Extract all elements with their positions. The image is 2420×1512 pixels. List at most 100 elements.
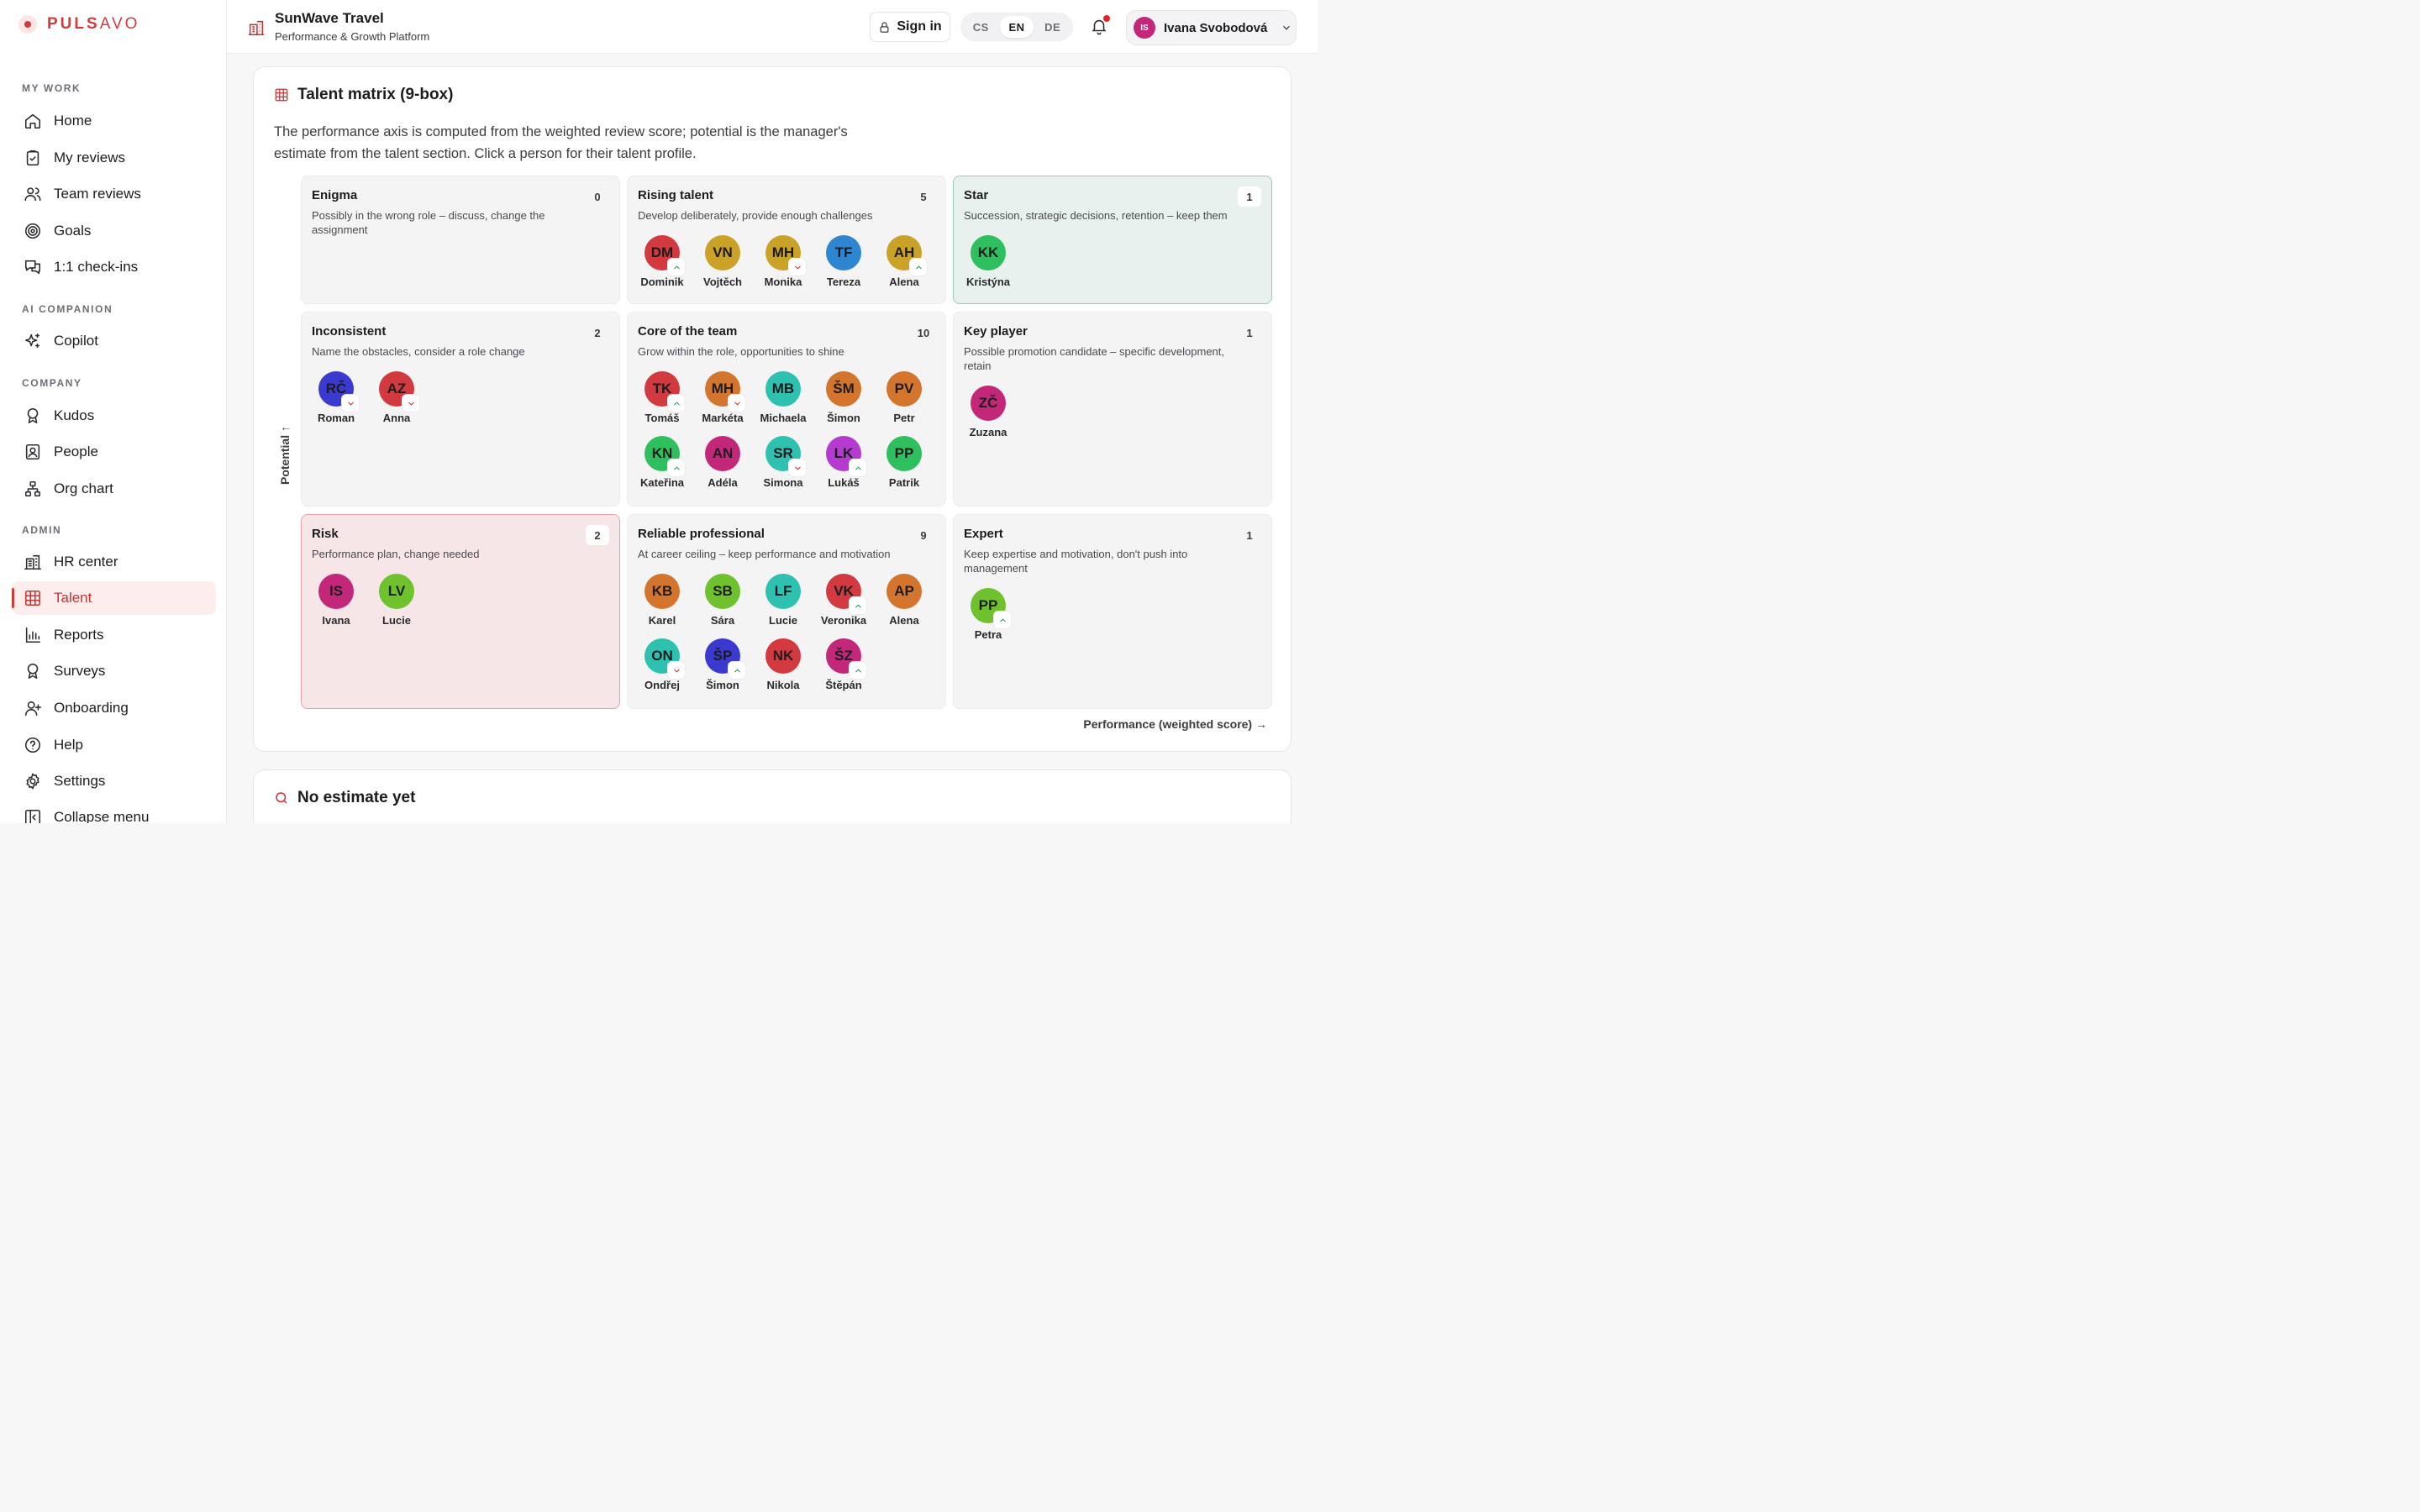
sidebar-item-surveys[interactable]: Surveys — [12, 654, 216, 688]
sidebar-item-my-reviews[interactable]: My reviews — [12, 141, 216, 175]
sidebar-item-home[interactable]: Home — [12, 104, 216, 138]
trend-up-icon — [668, 395, 685, 412]
matrix-cell-key-player[interactable]: Key player Possible promotion candidate … — [953, 312, 1272, 507]
trend-down-icon — [789, 259, 806, 276]
sidebar-item-reports[interactable]: Reports — [12, 618, 216, 652]
card-title: Talent matrix (9-box) — [274, 86, 453, 104]
matrix-cell-risk[interactable]: Risk Performance plan, change needed 2 I… — [301, 514, 620, 709]
trend-up-icon — [994, 612, 1011, 628]
avatar: MB — [765, 371, 801, 407]
person-chip[interactable]: LF Lucie — [753, 574, 813, 627]
logo[interactable]: PULSAVO — [18, 15, 139, 34]
sidebar-item-collapse[interactable]: Collapse menu — [12, 801, 216, 823]
sidebar-item-help[interactable]: Help — [12, 728, 216, 762]
avatar: LV — [379, 574, 414, 609]
sidebar-item-settings[interactable]: Settings — [12, 764, 216, 798]
avatar: SR — [765, 436, 806, 476]
sidebar-item-team-reviews[interactable]: Team reviews — [12, 177, 216, 211]
sidebar-item-checkins[interactable]: 1:1 check-ins — [12, 250, 216, 284]
person-chip[interactable]: ŠZ Štěpán — [813, 638, 874, 691]
no-estimate-title: No estimate yet — [297, 789, 416, 806]
matrix-cell-expert[interactable]: Expert Keep expertise and motivation, do… — [953, 514, 1272, 709]
matrix-cell-inconsistent[interactable]: Inconsistent Name the obstacles, conside… — [301, 312, 620, 507]
sidebar-item-copilot[interactable]: Copilot — [12, 324, 216, 358]
person-chip[interactable]: RČ Roman — [306, 371, 366, 424]
cell-count: 5 — [920, 190, 927, 203]
matrix-cell-enigma[interactable]: Enigma Possibly in the wrong role – disc… — [301, 176, 620, 304]
person-name: Veronika — [820, 614, 867, 627]
person-chip[interactable]: ON Ondřej — [632, 638, 692, 691]
person-chip[interactable]: ZČ Zuzana — [958, 386, 1018, 438]
person-chip[interactable]: KK Kristýna — [958, 235, 1018, 288]
person-chip[interactable]: KN Kateřina — [632, 436, 692, 489]
person-chip[interactable]: AN Adéla — [692, 436, 753, 489]
matrix-cell-core-of-team[interactable]: Core of the team Grow within the role, o… — [627, 312, 946, 507]
cell-count: 9 — [920, 528, 927, 542]
sidebar-item-people[interactable]: People — [12, 435, 216, 469]
sidebar-item-org-chart[interactable]: Org chart — [12, 472, 216, 506]
user-name: Ivana Svobodová — [1164, 20, 1268, 35]
person-chip[interactable]: VN Vojtěch — [692, 235, 753, 288]
user-menu-button[interactable]: IS Ivana Svobodová — [1126, 10, 1297, 45]
cell-title: Expert — [964, 527, 1003, 541]
person-chip[interactable]: AH Alena — [874, 235, 934, 288]
person-chip[interactable]: VK Veronika — [813, 574, 874, 627]
person-name: Simona — [763, 476, 803, 489]
person-name: Nikola — [766, 679, 800, 691]
sidebar-item-label: Org chart — [54, 480, 113, 496]
person-name: Kateřina — [639, 476, 685, 489]
person-chip[interactable]: SB Sára — [692, 574, 753, 627]
cell-title: Rising talent — [638, 188, 714, 202]
person-name: Šimon — [827, 412, 860, 424]
sidebar-item-kudos[interactable]: Kudos — [12, 399, 216, 433]
person-chip[interactable]: PP Patrik — [874, 436, 934, 489]
sidebar-item-label: Kudos — [54, 407, 95, 423]
person-name: Adéla — [708, 476, 738, 489]
sidebar-item-talent[interactable]: Talent — [12, 581, 216, 615]
app-page: PULSAVO MY WORK Home My reviews Team rev… — [0, 0, 1318, 823]
people-grid: TK Tomáš MH Markéta MB Michaela ŠM Šimon PV Petr K… — [632, 371, 934, 489]
language-option-cs[interactable]: CS — [972, 20, 989, 34]
matrix-cell-star[interactable]: Star Succession, strategic decisions, re… — [953, 176, 1272, 304]
sidebar-item-hr-center[interactable]: HR center — [12, 545, 216, 579]
avatar: DM — [644, 235, 685, 276]
person-chip[interactable]: TK Tomáš — [632, 371, 692, 424]
nav-section-company: COMPANY — [22, 377, 82, 389]
matrix-cell-rising-talent[interactable]: Rising talent Develop deliberately, prov… — [627, 176, 946, 304]
person-chip[interactable]: MH Monika — [753, 235, 813, 288]
person-chip[interactable]: NK Nikola — [753, 638, 813, 691]
person-chip[interactable]: PP Petra — [958, 588, 1018, 641]
person-chip[interactable]: IS Ivana — [306, 574, 366, 627]
sign-in-button[interactable]: Sign in — [870, 12, 950, 42]
person-chip[interactable]: MH Markéta — [692, 371, 753, 424]
person-chip[interactable]: LK Lukáš — [813, 436, 874, 489]
person-chip[interactable]: ŠP Šimon — [692, 638, 753, 691]
language-switcher: CS EN DE — [960, 13, 1073, 41]
cell-title: Core of the team — [638, 324, 738, 339]
person-chip[interactable]: PV Petr — [874, 371, 934, 424]
trend-up-icon — [910, 259, 927, 276]
sparkles-icon — [24, 333, 40, 349]
avatar: MH — [765, 235, 806, 276]
sidebar-item-onboarding[interactable]: Onboarding — [12, 691, 216, 725]
sidebar-item-goals[interactable]: Goals — [12, 214, 216, 248]
person-chip[interactable]: DM Dominik — [632, 235, 692, 288]
language-option-en[interactable]: EN — [999, 16, 1034, 38]
nav-section-ai: AI COMPANION — [22, 303, 113, 315]
people-grid: KB Karel SB Sára LF Lucie VK Veronika AP Alena ON O… — [632, 574, 934, 691]
notifications-bell-icon[interactable] — [1090, 17, 1108, 35]
person-chip[interactable]: AP Alena — [874, 574, 934, 627]
avatar: TF — [826, 235, 861, 270]
language-option-de[interactable]: DE — [1044, 20, 1061, 34]
person-chip[interactable]: ŠM Šimon — [813, 371, 874, 424]
person-chip[interactable]: LV Lucie — [366, 574, 427, 627]
person-chip[interactable]: TF Tereza — [813, 235, 874, 288]
person-chip[interactable]: MB Michaela — [753, 371, 813, 424]
person-chip[interactable]: AZ Anna — [366, 371, 427, 424]
person-chip[interactable]: KB Karel — [632, 574, 692, 627]
matrix-cell-reliable-professional[interactable]: Reliable professional At career ceiling … — [627, 514, 946, 709]
trend-up-icon — [850, 597, 866, 614]
sidebar: PULSAVO MY WORK Home My reviews Team rev… — [0, 0, 227, 823]
person-chip[interactable]: SR Simona — [753, 436, 813, 489]
avatar: RČ — [318, 371, 359, 412]
